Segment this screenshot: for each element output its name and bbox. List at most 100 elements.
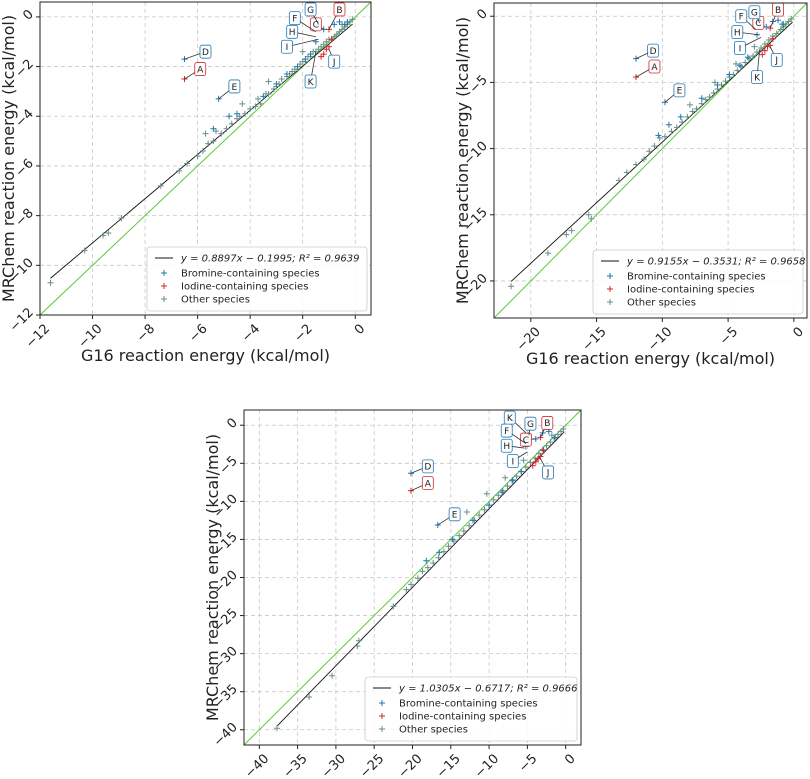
- data-point: [499, 489, 506, 496]
- data-point: [547, 438, 554, 445]
- data-point: [522, 464, 529, 471]
- x-tick-label: −5: [516, 751, 540, 775]
- panel-3: ABCDEFGHIJK−40−40−35−35−30−30−25−25−20−2…: [203, 409, 582, 779]
- data-point: [223, 125, 230, 132]
- annotation-label: D: [202, 48, 209, 58]
- data-point: [551, 434, 558, 441]
- x-tick-label: −5: [717, 324, 741, 348]
- legend-marker: [161, 296, 167, 302]
- data-point: [773, 30, 780, 37]
- x-tick-label: −25: [357, 751, 387, 779]
- data-point: [414, 575, 421, 582]
- data-point: [568, 227, 575, 234]
- data-point: [176, 167, 183, 174]
- data-point: [423, 557, 430, 564]
- annotation-box: [648, 59, 661, 74]
- legend-entry: Iodine-containing species: [181, 282, 308, 293]
- identity-line: [244, 410, 581, 745]
- data-point: [354, 643, 361, 650]
- data-point: [504, 483, 511, 490]
- plot-frame: [493, 2, 808, 319]
- data-point: [706, 93, 713, 100]
- data-point: [746, 55, 753, 62]
- data-point: [767, 25, 774, 32]
- y-axis-label: MRChem reaction energy (kcal/mol): [203, 434, 222, 721]
- data-point: [698, 95, 705, 102]
- data-point: [355, 637, 362, 644]
- data-point: [750, 52, 757, 59]
- data-point: [532, 458, 539, 465]
- data-point: [481, 506, 488, 513]
- legend-box: [146, 246, 368, 312]
- annotation-label: J: [332, 58, 336, 68]
- annotation-label: F: [504, 427, 509, 437]
- legend-marker: [607, 273, 613, 279]
- legend-marker: [379, 726, 385, 732]
- annotation-label: B: [775, 6, 781, 16]
- data-point: [307, 51, 314, 58]
- x-tick-label: −6: [187, 321, 211, 345]
- data-point: [390, 603, 397, 610]
- data-point: [714, 82, 721, 89]
- legend-fit-label: y = 0.9155x − 0.3531; R² = 0.9658: [626, 257, 806, 268]
- data-point: [226, 113, 233, 120]
- data-point: [495, 492, 502, 499]
- annotation-label: D: [650, 47, 657, 57]
- series-0: [633, 17, 787, 139]
- data-point: [742, 59, 749, 66]
- data-point: [228, 120, 235, 127]
- annotation-label: H: [503, 442, 510, 452]
- y-tick-label: 0: [20, 7, 36, 23]
- annotation-box: [500, 438, 513, 453]
- legend-entry: Bromine-containing species: [181, 269, 320, 280]
- data-point: [47, 279, 54, 286]
- legend-entry: Bromine-containing species: [399, 699, 538, 710]
- series-1: [407, 434, 547, 494]
- x-tick-label: −10: [472, 751, 502, 779]
- legend-entry: Iodine-containing species: [627, 285, 754, 296]
- data-point: [535, 450, 542, 457]
- data-point: [349, 16, 356, 23]
- data-point: [532, 454, 539, 461]
- x-axis-label: G16 reaction energy (kcal/mol): [526, 349, 775, 368]
- data-point: [665, 121, 672, 128]
- annotation-label: F: [292, 14, 297, 24]
- annotation-box: [541, 416, 554, 430]
- data-point: [585, 211, 592, 218]
- annotation-label: F: [739, 13, 744, 23]
- data-point: [302, 56, 309, 63]
- annotation-label: H: [289, 28, 296, 38]
- data-point: [463, 509, 470, 516]
- x-tick-label: −30: [319, 751, 349, 779]
- plot-frame: [39, 1, 372, 316]
- data-point: [265, 78, 272, 85]
- data-point: [407, 581, 414, 588]
- annotation-box: [673, 83, 686, 98]
- data-point: [328, 36, 335, 43]
- data-point: [218, 130, 225, 137]
- data-point: [407, 470, 414, 477]
- data-point: [698, 100, 705, 107]
- annotation-box: [309, 17, 322, 32]
- series-2: [273, 426, 567, 732]
- data-point: [544, 250, 551, 257]
- annotation-box: [228, 79, 241, 94]
- annotation-label: E: [677, 87, 683, 97]
- data-point: [508, 283, 515, 290]
- series-1: [181, 26, 335, 83]
- legend-entry: Other species: [627, 298, 696, 309]
- data-point: [520, 457, 527, 464]
- x-tick-label: −4: [239, 321, 263, 345]
- annotation-label: C: [313, 21, 319, 31]
- data-point: [646, 148, 653, 155]
- data-point: [734, 67, 741, 74]
- y-tick-label: 0: [224, 415, 240, 431]
- annotation-box: [288, 11, 301, 26]
- data-point: [325, 26, 332, 33]
- y-tick-label: −40: [211, 720, 241, 750]
- data-point: [722, 78, 729, 85]
- data-point: [283, 71, 290, 78]
- data-point: [329, 672, 336, 679]
- annotation-label: D: [424, 463, 431, 473]
- annotation-box: [333, 2, 346, 17]
